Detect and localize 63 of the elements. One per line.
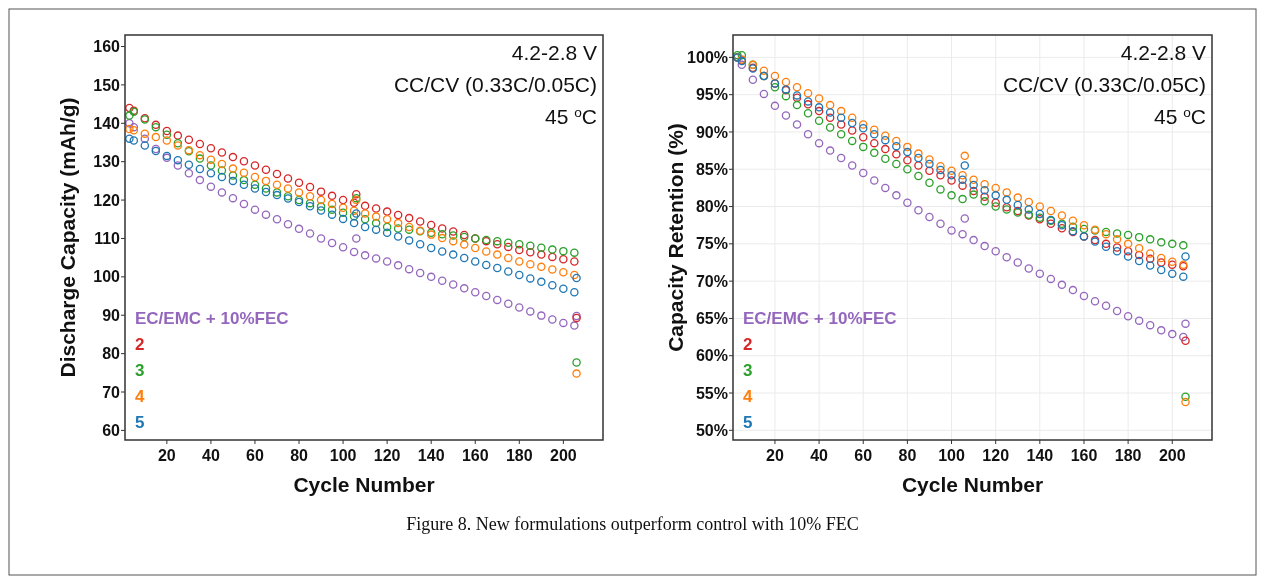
caption: Figure 8. New formulations outperform control with 10% FEC <box>406 514 859 534</box>
annotation: 45 $^{o}$C <box>1154 104 1206 128</box>
x-tick-label: 160 <box>461 447 489 464</box>
annotation: 4.2-2.8 V <box>511 41 597 64</box>
y-tick-label: 90 <box>102 306 121 324</box>
x-axis-title: Cycle Number <box>901 473 1044 496</box>
x-tick-label: 200 <box>1158 447 1186 464</box>
y-tick-label: 140 <box>93 114 121 132</box>
y-tick-label: 130 <box>93 153 121 171</box>
text: EC/EMC + 10%FEC <box>135 309 289 328</box>
annotation: CC/CV (0.33C/0.05C) <box>393 73 597 96</box>
y-tick-label: 85% <box>695 160 728 178</box>
x-tick-label: 100 <box>938 447 965 464</box>
y-tick-label: 80% <box>695 198 728 216</box>
text: 2 <box>135 335 145 354</box>
x-tick-label: 40 <box>810 447 829 464</box>
x-tick-label: 40 <box>202 447 220 464</box>
y-tick-label: 110 <box>94 230 121 248</box>
annotation: 4.2-2.8 V <box>1120 41 1206 64</box>
y-tick-label: 100 <box>93 268 121 286</box>
x-tick-label: 20 <box>766 447 784 464</box>
y-tick-label: 150 <box>93 76 121 94</box>
y-tick-label: 160 <box>93 38 121 56</box>
y-tick-label: 60 <box>102 422 121 439</box>
text: 2 <box>743 335 753 354</box>
y-axis-title: Discharge Capacity (mAh/g) <box>56 97 79 378</box>
x-tick-label: 120 <box>982 447 1010 464</box>
x-tick-label: 180 <box>1114 447 1142 464</box>
x-tick-label: 200 <box>550 447 577 464</box>
x-tick-label: 120 <box>373 447 401 464</box>
y-tick-label: 75% <box>695 235 728 253</box>
x-tick-label: 60 <box>854 447 873 464</box>
text: 5 <box>135 413 145 432</box>
x-axis-title: Cycle Number <box>293 473 435 496</box>
y-tick-label: 70 <box>102 383 121 401</box>
y-axis-title: Capacity Retention (%) <box>664 123 687 352</box>
y-tick-label: 100% <box>687 48 728 66</box>
x-tick-label: 20 <box>157 447 176 464</box>
text: 4 <box>743 387 753 406</box>
y-tick-label: 50% <box>695 421 728 439</box>
text: 3 <box>743 361 753 380</box>
x-tick-label: 140 <box>417 447 445 464</box>
x-tick-label: 80 <box>898 447 917 464</box>
text: 5 <box>743 413 753 432</box>
x-tick-label: 180 <box>505 447 533 464</box>
x-tick-label: 160 <box>1070 447 1098 464</box>
y-tick-label: 80 <box>102 345 121 363</box>
annotation: CC/CV (0.33C/0.05C) <box>1002 73 1206 96</box>
text: 4 <box>135 387 145 406</box>
text: 3 <box>135 361 145 380</box>
x-tick-label: 100 <box>329 447 357 464</box>
annotation: 45 $^{o}$C <box>545 104 597 128</box>
y-tick-label: 55% <box>695 384 728 402</box>
y-tick-label: 65% <box>695 310 728 328</box>
x-tick-label: 80 <box>290 447 309 464</box>
x-tick-label: 140 <box>1026 447 1054 464</box>
text: EC/EMC + 10%FEC <box>743 309 897 328</box>
x-tick-label: 60 <box>246 447 264 464</box>
y-tick-label: 120 <box>93 191 121 209</box>
y-tick-label: 60% <box>695 347 728 365</box>
y-tick-label: 70% <box>695 272 728 290</box>
y-tick-label: 90% <box>695 123 728 141</box>
y-tick-label: 95% <box>695 86 728 104</box>
